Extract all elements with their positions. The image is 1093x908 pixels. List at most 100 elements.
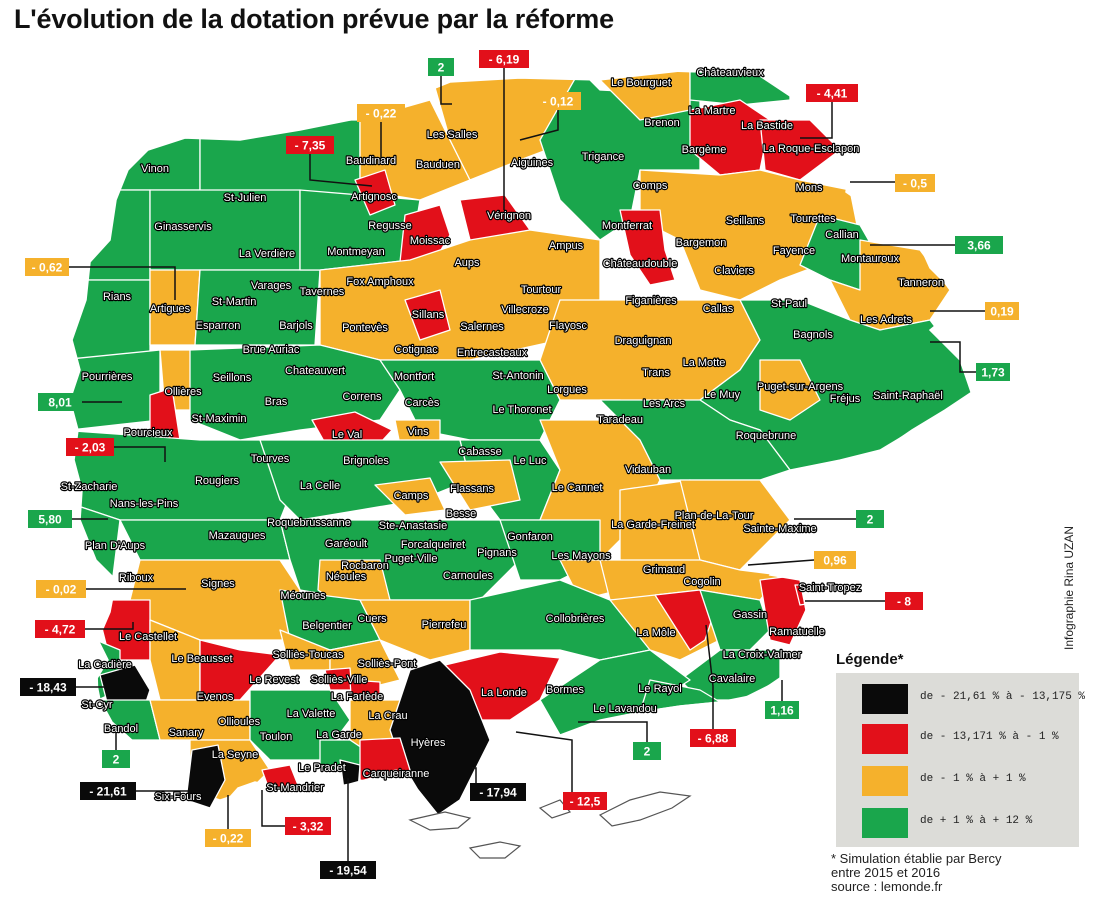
commune-label: La Cadière (78, 659, 132, 671)
value-callout: - 0,12 (519, 92, 581, 141)
commune-label: La Verdière (239, 248, 295, 260)
value-callout: - 0,02 (36, 580, 186, 598)
commune-label: Le Beausset (171, 653, 232, 665)
commune-label: Méounes (280, 590, 326, 602)
commune-regions (70, 70, 972, 815)
value-box (806, 84, 858, 102)
value-label: - 17,94 (479, 786, 517, 800)
commune-label: Varages (251, 280, 292, 292)
infographic-credit: Infographie Rina UZAN (1062, 525, 1076, 650)
commune-area (374, 477, 446, 516)
leader-line (747, 559, 815, 566)
value-box (895, 174, 935, 192)
commune-label: Le Luc (513, 455, 547, 467)
commune-label: Brue Auriac (243, 344, 300, 356)
commune-label: La Valette (287, 708, 336, 720)
value-label: 1,16 (770, 704, 794, 718)
footnote-line: * Simulation établie par Bercy (831, 851, 1002, 866)
commune-label: Artigues (150, 303, 191, 315)
value-box (690, 729, 736, 747)
footnote-line: entre 2015 et 2016 (831, 865, 941, 880)
commune-label: Toulon (260, 731, 292, 743)
commune-label: La Môle (636, 627, 675, 639)
commune-label: Vinon (141, 163, 169, 175)
commune-label: Aups (454, 257, 480, 269)
commune-label: Figanières (625, 295, 677, 307)
commune-label: St-Cyr (81, 699, 113, 711)
commune-label: St-Martin (212, 296, 257, 308)
legend-label: de - 13,171 % à - 1 % (920, 731, 1059, 743)
value-callout: - 21,61 (80, 782, 188, 800)
commune-label: Montferrat (602, 220, 652, 232)
commune-label: Le Rayol (638, 683, 681, 695)
legend-label: de - 1 % à + 1 % (920, 773, 1026, 785)
value-callout: - 6,19 (479, 50, 529, 210)
value-callout: - 0,5 (850, 174, 935, 192)
commune-label: Chateauvert (285, 365, 345, 377)
commune-label: Camps (394, 490, 429, 502)
value-label: 0,96 (823, 554, 847, 568)
value-label: - 0,12 (543, 95, 574, 109)
value-label: 8,01 (48, 396, 72, 410)
legend-label: de + 1 % à + 12 % (920, 815, 1033, 827)
commune-label: Pierrefeu (422, 619, 467, 631)
commune-label: La Bastide (741, 120, 793, 132)
commune-label: Comps (633, 180, 668, 192)
value-label: - 4,72 (45, 623, 76, 637)
commune-label: Flayosc (549, 320, 587, 332)
leader-line (440, 76, 452, 105)
commune-label: Bargemon (676, 237, 727, 249)
commune-label: Montfort (394, 371, 434, 383)
commune-label: Bormes (546, 684, 584, 696)
footnote-line: source : lemonde.fr (831, 879, 943, 894)
commune-label: Evenos (197, 691, 234, 703)
commune-label: St-Julien (224, 192, 267, 204)
leader-line (515, 731, 573, 792)
legend-swatch (862, 766, 908, 796)
commune-label: Le Muy (704, 389, 741, 401)
value-box (36, 580, 86, 598)
commune-label: Bauduen (416, 159, 460, 171)
value-box (285, 817, 331, 835)
value-box (479, 50, 529, 68)
commune-labels: Vinon St-Julien Ginasservis La Verdière Rian… (59, 66, 945, 804)
commune-label: Flassans (450, 483, 495, 495)
commune-area (699, 299, 972, 471)
commune-label: Néoules (326, 571, 367, 583)
value-callout: 3,66 (870, 236, 1003, 254)
commune-label: Brenon (644, 117, 679, 129)
commune-label: Correns (342, 391, 382, 403)
value-callout: - 17,94 (470, 767, 526, 801)
leader-line (85, 622, 134, 630)
commune-label: Vins (407, 426, 429, 438)
commune-label: Mazaugues (209, 530, 266, 542)
commune-label: Vérignon (487, 210, 531, 222)
commune-area (199, 119, 361, 201)
value-box (955, 236, 1003, 254)
commune-label: Mons (796, 182, 823, 194)
value-callout: - 12,5 (515, 731, 607, 810)
commune-label: Bandol (104, 723, 138, 735)
commune-label: Villecroze (501, 304, 549, 316)
commune-label: La Motte (683, 357, 726, 369)
leader-line (261, 790, 285, 827)
footnote: * Simulation établie par Bercy entre 201… (831, 852, 1002, 894)
island-levant (598, 791, 692, 827)
commune-label: Bras (265, 396, 288, 408)
commune-label: Signes (201, 578, 235, 590)
commune-label: Baudinard (346, 155, 396, 167)
value-callout: - 19,54 (320, 778, 376, 879)
value-callout: 0,96 (747, 551, 856, 569)
value-label: - 0,62 (32, 261, 63, 275)
value-label: - 8 (897, 595, 911, 609)
leader-line (309, 154, 373, 187)
commune-label: Barjols (279, 320, 313, 332)
commune-label: St-Maximin (191, 413, 246, 425)
commune-label: Puget-sur-Argens (757, 381, 844, 393)
commune-label: La Croix-Valmer (723, 649, 802, 661)
commune-label: Trans (642, 367, 670, 379)
islands (408, 791, 692, 859)
value-callout: 2 (102, 729, 130, 768)
commune-label: Ampus (549, 240, 584, 252)
commune-label: Saint-Raphaël (873, 390, 943, 402)
